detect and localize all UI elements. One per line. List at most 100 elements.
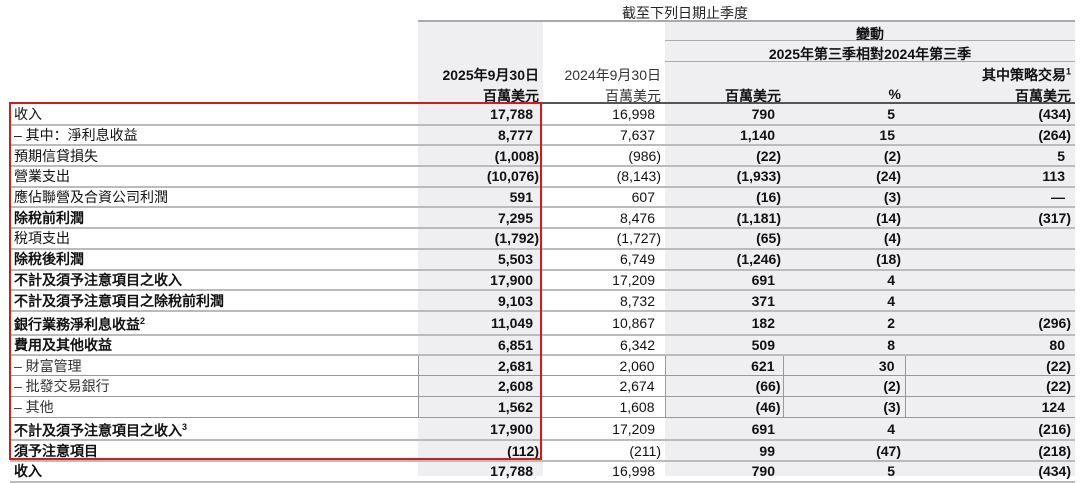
value-cell: (1,008) <box>418 145 543 168</box>
value-cell: 2,608 <box>417 375 543 398</box>
value-text: 2,608 <box>497 378 533 395</box>
value-text: 509 <box>751 336 775 353</box>
value-cell: (112) <box>418 440 543 463</box>
value-cell: 124 <box>904 396 1075 418</box>
value-text: (47) <box>876 442 901 459</box>
value-cell: 8 <box>783 334 905 357</box>
value-text: (14) <box>876 209 901 226</box>
table-row: – 批發交易銀行 2,608 2,674 (66) (2) (22) <box>10 375 1075 398</box>
value-cell: 10,867 <box>543 310 665 336</box>
table-row: 應佔聯營及合資公司利潤 591 607 (16) (3) — <box>10 186 1075 209</box>
value-text: 8,732 <box>619 292 655 309</box>
value-text: 9,103 <box>497 292 533 309</box>
table-row: 除稅前利潤 7,295 8,476 (1,181) (14) (317) <box>10 207 1075 230</box>
value-cell: (3) <box>783 186 905 209</box>
value-text: (4) <box>883 230 901 247</box>
value-text: 16,998 <box>612 463 655 480</box>
value-text: (3) <box>883 189 901 206</box>
row-label: 預期信貸損失 <box>10 145 418 168</box>
col5-unit: 百萬美元 <box>1015 88 1071 104</box>
header-rule <box>10 102 1075 104</box>
top-rule <box>418 20 1075 22</box>
value-cell: 17,900 <box>418 417 543 442</box>
table-row: 收入 17,788 16,998 790 5 (434) <box>10 104 1075 126</box>
table-row: 不計及須予注意項目之收入 17,900 17,209 691 4 <box>10 269 1075 292</box>
value-cell: 691 <box>665 417 783 442</box>
value-cell: 30 <box>782 355 905 377</box>
footnote-marker: 1 <box>1065 66 1071 77</box>
row-label-text: 稅項支出 <box>14 230 70 247</box>
value-text: (16) <box>756 189 781 206</box>
value-cell: 691 <box>665 269 783 292</box>
row-label: 須予注意項目 <box>10 440 418 463</box>
value-text: (211) <box>629 442 661 459</box>
value-text: (216) <box>1038 420 1071 437</box>
value-text: 17,900 <box>490 420 533 437</box>
col5-title: 其中策略交易1 <box>905 65 1071 85</box>
value-text: 6,749 <box>619 251 655 268</box>
income-table: 收入 17,788 16,998 790 5 (434) – 其中：淨利息收益 8,777 7,… <box>10 104 1075 483</box>
table-row: 除稅後利潤 5,503 6,749 (1,246) (18) <box>10 248 1075 271</box>
value-cell: 5 <box>783 461 905 483</box>
row-label-text: 收入 <box>14 105 42 122</box>
value-cell: 11,049 <box>418 310 543 336</box>
value-cell: 2,681 <box>417 355 543 377</box>
value-text: (112) <box>507 442 539 459</box>
value-cell: (47) <box>783 440 905 463</box>
change-rule <box>665 40 1075 41</box>
value-text: 2,681 <box>497 357 533 374</box>
row-label: 營業支出 <box>10 166 418 188</box>
table-row: 不計及須予注意項目之除稅前利潤 9,103 8,732 371 4 <box>10 290 1075 312</box>
value-text: (46) <box>755 398 781 415</box>
value-cell: 9,103 <box>418 290 543 312</box>
value-cell: 6,749 <box>543 248 665 271</box>
value-cell: 17,209 <box>543 269 665 292</box>
row-label-text: 收入 <box>14 463 42 480</box>
row-label-text: 營業支出 <box>14 168 70 185</box>
value-text: 591 <box>509 189 533 206</box>
value-text: 691 <box>751 271 775 288</box>
value-text: 7,295 <box>497 209 533 226</box>
value-text: 7,637 <box>619 127 655 144</box>
table-row: – 其他 1,562 1,608 (46) (3) 124 <box>10 396 1075 418</box>
value-cell: 5 <box>783 104 905 126</box>
row-label: 稅項支出 <box>10 228 418 250</box>
value-text: 790 <box>751 105 775 122</box>
value-text: (218) <box>1038 442 1071 459</box>
value-text: (296) <box>1038 314 1071 331</box>
value-text: (1,727) <box>616 230 661 247</box>
value-text: 15 <box>879 127 895 144</box>
value-text: (66) <box>755 378 781 395</box>
row-label: 不計及須予注意項目之除稅前利潤 <box>10 290 418 312</box>
value-text: (10,076) <box>486 168 539 185</box>
row-label-text: 不計及須予注意項目之收入 <box>14 271 182 288</box>
row-label-text: – 批發交易銀行 <box>14 378 110 395</box>
value-cell: (1,727) <box>543 228 665 250</box>
value-cell: 2,674 <box>543 375 665 398</box>
value-cell <box>905 269 1075 292</box>
footnote-marker: 2 <box>140 315 146 326</box>
value-text: 691 <box>751 420 775 437</box>
value-text: (2) <box>883 147 901 164</box>
value-text: (1,181) <box>736 209 781 226</box>
row-label-text: 除稅後利潤 <box>14 251 84 268</box>
value-text: 1,608 <box>619 398 655 415</box>
value-text: (1,933) <box>736 168 781 185</box>
value-cell: 509 <box>665 334 783 357</box>
value-cell: (216) <box>905 417 1075 442</box>
value-cell: (3) <box>782 396 905 418</box>
value-text: 124 <box>1041 398 1065 415</box>
value-text: 8,476 <box>619 209 655 226</box>
value-cell: 17,788 <box>418 461 543 483</box>
table-row: 費用及其他收益 6,851 6,342 509 8 80 <box>10 334 1075 357</box>
col2-date: 2024年9月30日 <box>564 67 661 83</box>
value-cell: (46) <box>664 396 783 418</box>
value-text: 4 <box>887 271 895 288</box>
value-text: 2 <box>887 314 895 331</box>
table-row: 銀行業務淨利息收益2 11,049 10,867 182 2 (296) <box>10 310 1075 336</box>
row-label-text: – 其中：淨利息收益 <box>14 127 138 144</box>
value-cell: 7,637 <box>543 124 665 147</box>
change-title: 變動 <box>856 26 884 42</box>
value-text: (3) <box>883 398 901 415</box>
